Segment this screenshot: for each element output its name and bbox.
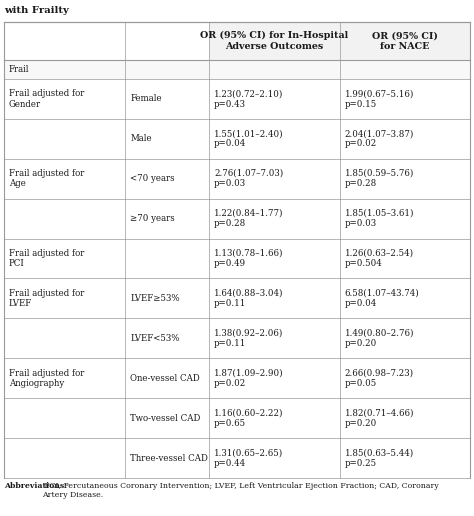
Bar <box>339 22 470 60</box>
Text: Frail adjusted for
LVEF: Frail adjusted for LVEF <box>9 289 84 308</box>
Text: 1.85(0.63–5.44)
p=0.25: 1.85(0.63–5.44) p=0.25 <box>345 448 414 467</box>
Text: Frail: Frail <box>9 65 29 74</box>
Text: <70 years: <70 years <box>130 174 175 183</box>
Text: 1.85(0.59–5.76)
p=0.28: 1.85(0.59–5.76) p=0.28 <box>345 169 414 188</box>
Text: with Frailty: with Frailty <box>4 6 69 15</box>
Text: 1.99(0.67–5.16)
p=0.15: 1.99(0.67–5.16) p=0.15 <box>345 89 414 108</box>
Text: 1.82(0.71–4.66)
p=0.20: 1.82(0.71–4.66) p=0.20 <box>345 409 414 428</box>
Text: Frail adjusted for
PCI: Frail adjusted for PCI <box>9 249 84 268</box>
Text: 1.85(1.05–3.61)
p=0.03: 1.85(1.05–3.61) p=0.03 <box>345 209 414 228</box>
Text: Three-vessel CAD: Three-vessel CAD <box>130 454 208 462</box>
Text: OR (95% CI) for In-Hospital
Adverse Outcomes: OR (95% CI) for In-Hospital Adverse Outc… <box>200 31 348 51</box>
Text: 2.76(1.07–7.03)
p=0.03: 2.76(1.07–7.03) p=0.03 <box>214 169 283 188</box>
Bar <box>209 22 339 60</box>
Text: 1.87(1.09–2.90)
p=0.02: 1.87(1.09–2.90) p=0.02 <box>214 368 283 388</box>
Text: 1.13(0.78–1.66)
p=0.49: 1.13(0.78–1.66) p=0.49 <box>214 249 283 268</box>
Text: One-vessel CAD: One-vessel CAD <box>130 374 200 383</box>
Text: ≥70 years: ≥70 years <box>130 214 175 223</box>
Text: Frail adjusted for
Age: Frail adjusted for Age <box>9 169 84 188</box>
Text: 2.04(1.07–3.87)
p=0.02: 2.04(1.07–3.87) p=0.02 <box>345 129 414 149</box>
Text: Abbreviations:: Abbreviations: <box>4 482 67 490</box>
Text: LVEF≥53%: LVEF≥53% <box>130 294 180 303</box>
Text: Frail adjusted for
Gender: Frail adjusted for Gender <box>9 89 84 108</box>
Text: PCI, Percutaneous Coronary Intervention; LVEF, Left Ventricular Ejection Fractio: PCI, Percutaneous Coronary Intervention;… <box>42 482 438 499</box>
Text: LVEF<53%: LVEF<53% <box>130 334 180 343</box>
Text: 1.31(0.65–2.65)
p=0.44: 1.31(0.65–2.65) p=0.44 <box>214 448 283 467</box>
Text: 2.66(0.98–7.23)
p=0.05: 2.66(0.98–7.23) p=0.05 <box>345 368 414 388</box>
Text: Frail adjusted for
Angiography: Frail adjusted for Angiography <box>9 368 84 388</box>
Text: 1.64(0.88–3.04)
p=0.11: 1.64(0.88–3.04) p=0.11 <box>214 289 283 308</box>
Text: 1.49(0.80–2.76)
p=0.20: 1.49(0.80–2.76) p=0.20 <box>345 329 414 348</box>
Text: 1.23(0.72–2.10)
p=0.43: 1.23(0.72–2.10) p=0.43 <box>214 89 283 108</box>
Text: 1.38(0.92–2.06)
p=0.11: 1.38(0.92–2.06) p=0.11 <box>214 329 283 348</box>
Text: 1.55(1.01–2.40)
p=0.04: 1.55(1.01–2.40) p=0.04 <box>214 129 283 149</box>
Text: Male: Male <box>130 134 152 143</box>
Text: 1.16(0.60–2.22)
p=0.65: 1.16(0.60–2.22) p=0.65 <box>214 409 283 428</box>
Text: Female: Female <box>130 94 162 103</box>
Bar <box>4 60 470 79</box>
Text: Two-vessel CAD: Two-vessel CAD <box>130 414 201 423</box>
Text: 1.22(0.84–1.77)
p=0.28: 1.22(0.84–1.77) p=0.28 <box>214 209 283 228</box>
Text: 1.26(0.63–2.54)
p=0.504: 1.26(0.63–2.54) p=0.504 <box>345 249 414 268</box>
Text: OR (95% CI)
for NACE: OR (95% CI) for NACE <box>372 31 438 51</box>
Text: 6.58(1.07–43.74)
p=0.04: 6.58(1.07–43.74) p=0.04 <box>345 289 419 308</box>
